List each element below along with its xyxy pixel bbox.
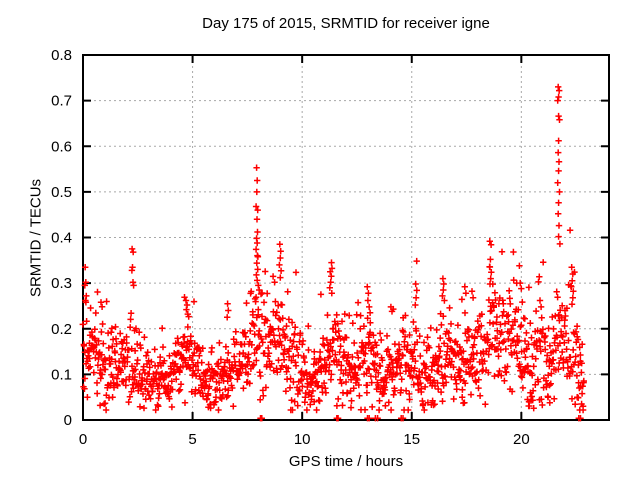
y-tick-label: 0.6 — [51, 138, 72, 155]
y-tick-label: 0.3 — [51, 275, 72, 292]
x-axis-label: GPS time / hours — [288, 453, 404, 470]
y-tick-label: 0.4 — [51, 230, 72, 247]
x-tick-label: 0 — [79, 431, 87, 448]
y-tick-label: 0.2 — [51, 321, 72, 338]
chart-title: Day 175 of 2015, SRMTID for receiver ign… — [202, 15, 490, 32]
plot-border — [82, 54, 610, 421]
y-tick-label: 0 — [64, 412, 72, 429]
y-tick-label: 0.7 — [51, 93, 72, 110]
y-tick-label: 0.1 — [51, 366, 72, 383]
x-tick-label: 10 — [294, 431, 311, 448]
y-tick-label: 0.5 — [51, 184, 72, 201]
x-tick-label: 15 — [403, 431, 420, 448]
x-tick-label: 20 — [513, 431, 530, 448]
x-tick-label: 5 — [188, 431, 196, 448]
data-points — [79, 83, 587, 422]
y-tick-label: 0.8 — [51, 47, 72, 64]
